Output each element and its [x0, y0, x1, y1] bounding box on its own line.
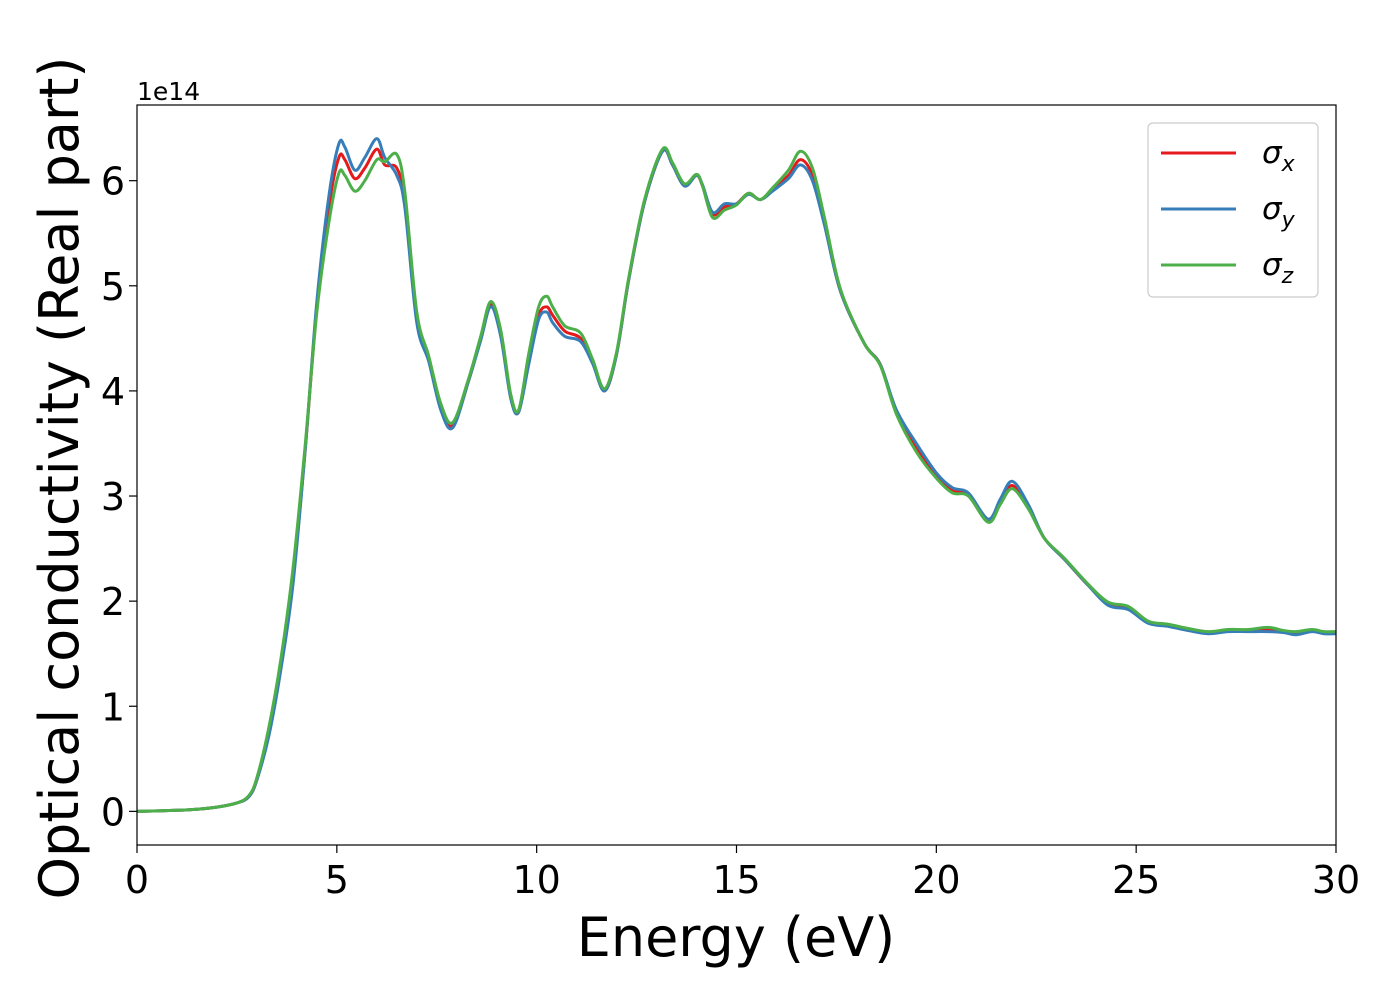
y-tick-label: 6 — [101, 160, 125, 204]
x-tick-label: 0 — [125, 858, 149, 902]
y-tick-label: 1 — [101, 685, 125, 729]
y-tick-label: 0 — [101, 790, 125, 834]
x-axis-label: Energy (eV) — [577, 906, 896, 969]
x-tick-label: 20 — [912, 858, 960, 902]
legend-label-z: σz — [1262, 247, 1294, 289]
x-axis-ticks: 0 5 10 15 20 25 30 — [125, 845, 1360, 902]
x-tick-label: 30 — [1312, 858, 1360, 902]
y-tick-label: 4 — [101, 370, 125, 414]
legend-label-y: σy — [1262, 191, 1296, 233]
series-lines — [136, 137, 1337, 813]
legend: σx σy σz — [1147, 122, 1319, 298]
series-line-z — [136, 146, 1337, 813]
x-tick-label: 10 — [512, 858, 560, 902]
y-tick-label: 3 — [101, 475, 125, 519]
y-tick-label: 2 — [101, 580, 125, 624]
y-tick-label: 5 — [101, 265, 125, 309]
y-axis-ticks: 0 1 2 3 4 5 6 — [101, 160, 137, 834]
x-tick-label: 25 — [1112, 858, 1160, 902]
y-offset-label: 1e14 — [137, 77, 200, 106]
x-tick-label: 5 — [325, 858, 349, 902]
x-tick-label: 15 — [712, 858, 760, 902]
legend-label-x: σx — [1262, 135, 1296, 177]
y-axis-label: Optical conductivity (Real part) — [28, 57, 91, 900]
